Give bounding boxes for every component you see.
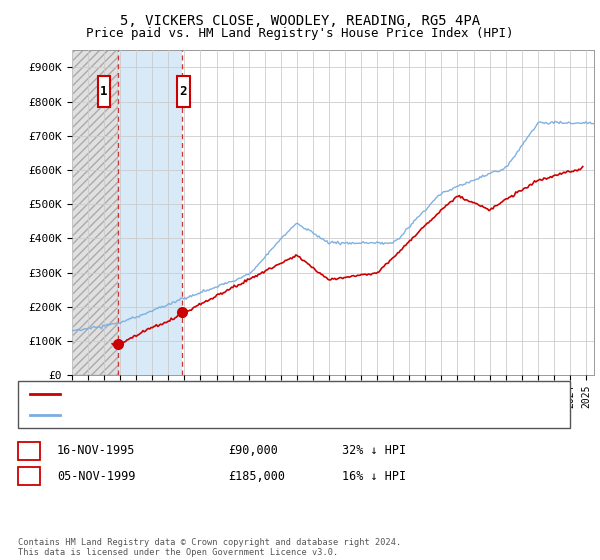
Text: 2: 2 [180,85,187,98]
Text: HPI: Average price, detached house, Wokingham: HPI: Average price, detached house, Woki… [66,410,347,420]
FancyBboxPatch shape [178,76,190,107]
Text: 16-NOV-1995: 16-NOV-1995 [57,444,136,458]
Text: 16% ↓ HPI: 16% ↓ HPI [342,469,406,483]
Bar [72,50,118,375]
Text: £185,000: £185,000 [228,469,285,483]
Text: 1: 1 [100,85,107,98]
Text: £90,000: £90,000 [228,444,278,458]
Text: 5, VICKERS CLOSE, WOODLEY, READING, RG5 4PA (detached house): 5, VICKERS CLOSE, WOODLEY, READING, RG5 … [66,389,441,399]
Text: 5, VICKERS CLOSE, WOODLEY, READING, RG5 4PA: 5, VICKERS CLOSE, WOODLEY, READING, RG5 … [120,14,480,28]
Text: Price paid vs. HM Land Registry's House Price Index (HPI): Price paid vs. HM Land Registry's House … [86,27,514,40]
Text: 05-NOV-1999: 05-NOV-1999 [57,469,136,483]
Text: 2: 2 [25,469,32,483]
Text: 1: 1 [25,444,32,458]
Bar [72,50,118,375]
FancyBboxPatch shape [98,76,110,107]
Text: 32% ↓ HPI: 32% ↓ HPI [342,444,406,458]
Text: Contains HM Land Registry data © Crown copyright and database right 2024.
This d: Contains HM Land Registry data © Crown c… [18,538,401,557]
Bar [118,50,182,375]
